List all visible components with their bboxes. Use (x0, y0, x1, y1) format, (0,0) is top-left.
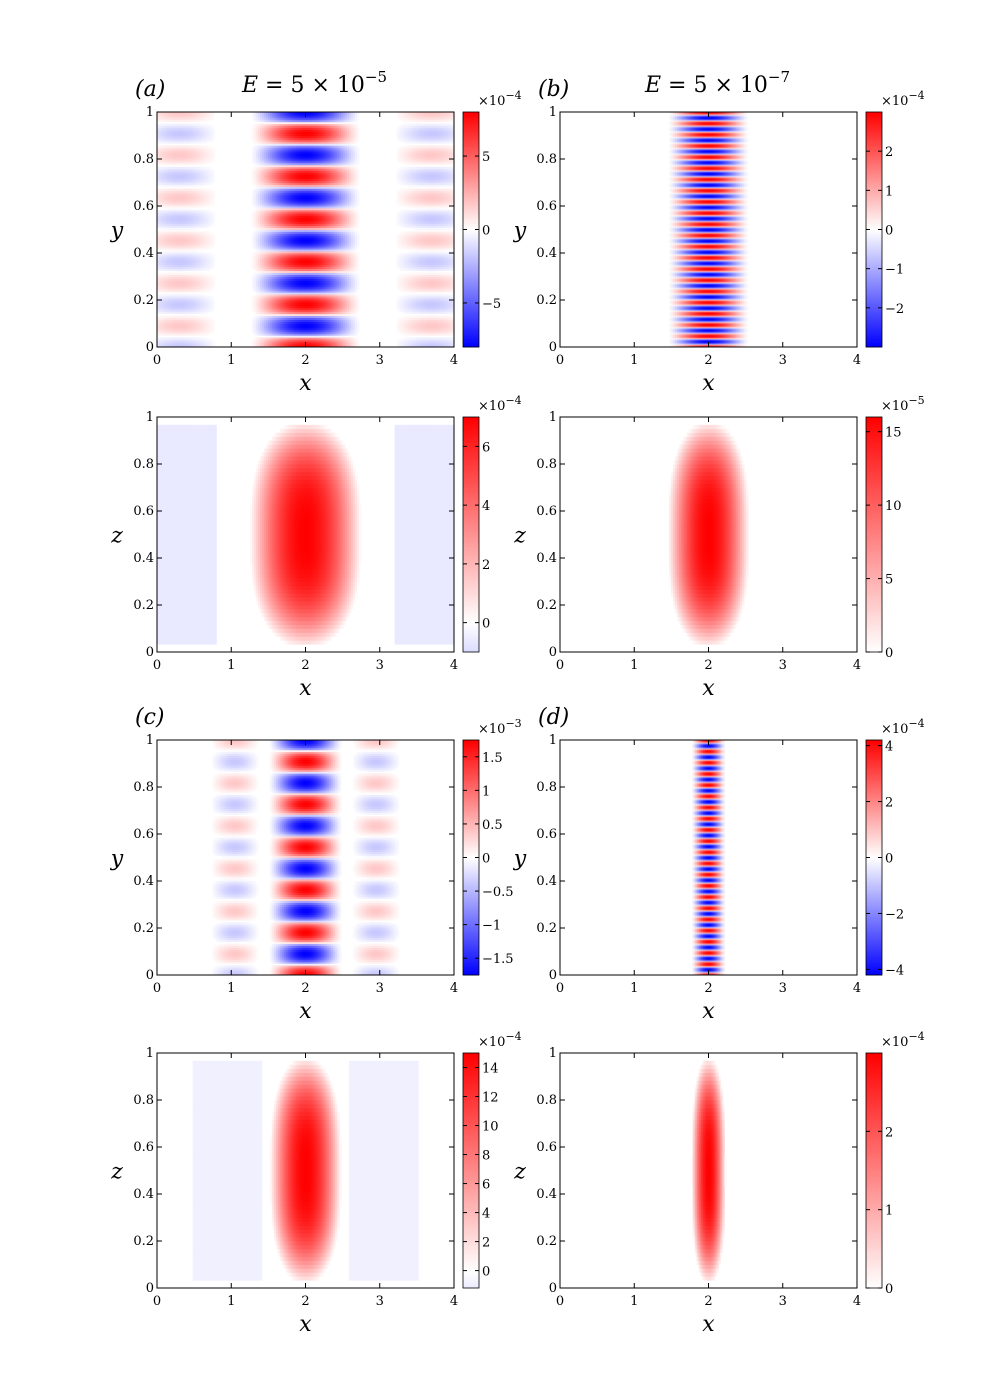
heatmap-field (157, 112, 454, 347)
heatmap-cell (205, 316, 207, 318)
heatmap-cell (355, 337, 357, 339)
heatmap-cell (210, 339, 212, 341)
heatmap-cell (207, 337, 209, 339)
heatmap-cell (355, 316, 357, 318)
heatmap-cell (210, 318, 212, 320)
